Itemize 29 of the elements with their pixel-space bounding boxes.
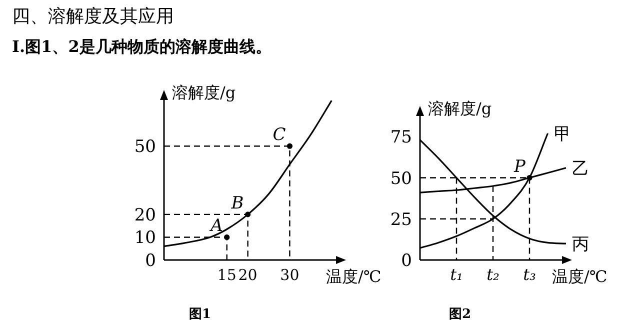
annotation: A [208, 216, 223, 236]
x-axis-title: 温度/℃ [552, 267, 608, 286]
x-axis-title: 温度/℃ [326, 267, 382, 286]
y-tick-label: 25 [390, 210, 412, 230]
annotation: B [230, 193, 244, 214]
y-tick-label: 50 [134, 137, 156, 158]
y-tick-label: 0 [401, 251, 412, 271]
y-tick-label: 10 [134, 228, 156, 248]
y-tick-label: 20 [134, 205, 156, 226]
x-tick-label: t₃ [523, 265, 536, 284]
annotation: P [513, 156, 526, 177]
series-label: 甲 [554, 124, 571, 144]
y-tick-label: 75 [390, 128, 412, 148]
text: 四、溶解度及其应用 [12, 6, 174, 27]
y-tick-label: 0 [145, 251, 156, 271]
text: I.图1、2是几种物质的溶解度曲线。 [12, 37, 272, 56]
y-axis-title: 溶解度/g [428, 99, 492, 118]
series-label: 乙 [572, 158, 589, 179]
x-tick-label: t₁ [450, 265, 463, 284]
x-tick-label: 30 [280, 266, 300, 284]
series-label: 丙 [572, 234, 589, 255]
y-tick-label: 50 [390, 168, 412, 189]
x-tick-label: 15 [217, 266, 236, 284]
text: 图1 [188, 307, 212, 322]
y-axis-title: 溶解度/g [172, 83, 236, 102]
annotation: C [272, 125, 286, 146]
x-tick-label: t₂ [486, 265, 500, 284]
text: 图2 [448, 307, 472, 322]
x-tick-label: 20 [238, 266, 258, 284]
